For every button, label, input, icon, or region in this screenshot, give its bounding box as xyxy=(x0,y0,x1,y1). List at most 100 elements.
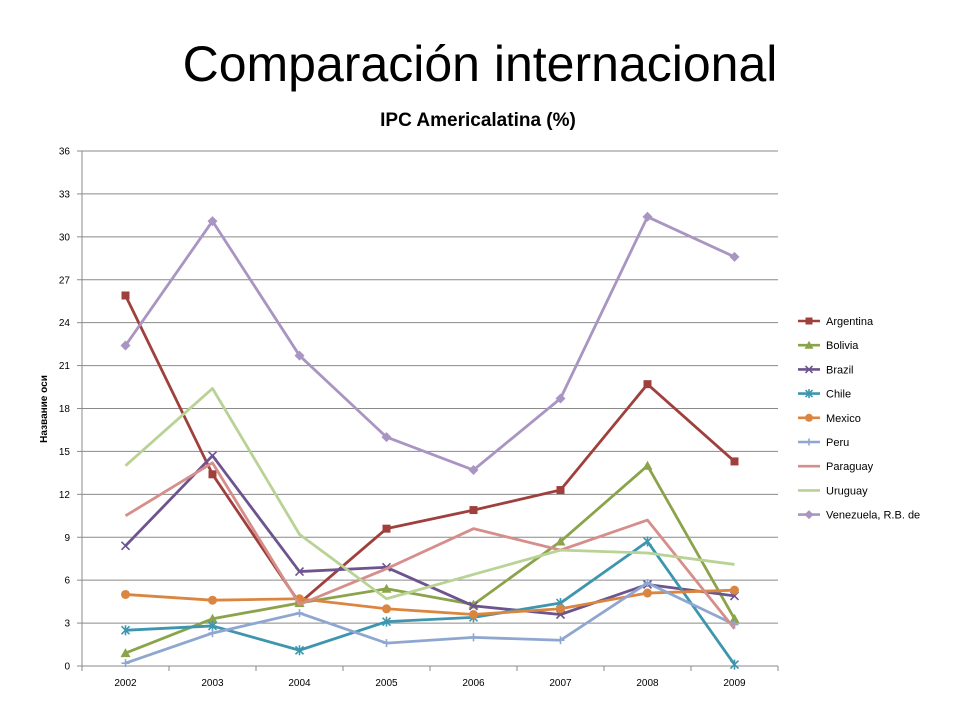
y-tick-label: 27 xyxy=(59,275,71,286)
y-tick-label: 30 xyxy=(59,232,71,243)
y-tick-label: 21 xyxy=(59,361,71,372)
data-point xyxy=(804,340,814,349)
x-tick-label: 2009 xyxy=(723,678,746,689)
slide-title: Comparación internacional xyxy=(182,36,778,92)
legend-label: Peru xyxy=(826,437,849,449)
data-point xyxy=(121,659,130,668)
data-point xyxy=(643,579,652,588)
legend-item: Bolivia xyxy=(798,340,859,352)
data-point xyxy=(121,589,130,599)
y-tick-label: 0 xyxy=(64,662,70,673)
x-tick-label: 2002 xyxy=(114,678,137,689)
series-argentina xyxy=(121,291,739,608)
data-point xyxy=(294,645,305,656)
y-tick-label: 18 xyxy=(59,404,71,415)
data-point xyxy=(729,613,740,623)
series-paraguay xyxy=(124,461,736,630)
data-point xyxy=(208,629,217,638)
data-point xyxy=(207,613,218,623)
data-point xyxy=(120,541,131,551)
data-point xyxy=(294,350,305,361)
legend-label: Venezuela, R.B. de xyxy=(826,510,920,522)
y-axis-label: Название оси xyxy=(39,375,50,443)
legend-item: Uruguay xyxy=(798,485,868,497)
legend-label: Bolivia xyxy=(826,340,859,352)
data-point xyxy=(468,601,479,611)
data-point xyxy=(120,340,131,351)
legend-label: Paraguay xyxy=(826,461,874,473)
x-tick-labels: 2002 2003 2004 2005 2006 2007 2008 2009 xyxy=(114,678,746,689)
data-point xyxy=(805,317,813,325)
legend-label: Mexico xyxy=(826,413,861,425)
series-line xyxy=(125,588,735,616)
series-peru xyxy=(121,579,739,668)
series-lines xyxy=(120,211,740,670)
legend-item: Paraguay xyxy=(798,461,874,473)
series-line xyxy=(124,215,736,472)
data-point xyxy=(381,432,392,443)
x-tick-label: 2004 xyxy=(288,678,311,689)
data-point xyxy=(804,389,814,399)
data-point xyxy=(556,604,565,614)
data-point xyxy=(381,616,392,627)
data-point xyxy=(208,595,217,605)
y-tick-label: 3 xyxy=(64,619,70,630)
data-point xyxy=(382,639,391,648)
data-point xyxy=(730,585,739,595)
series-line xyxy=(124,464,736,655)
data-point xyxy=(643,380,652,389)
series-line xyxy=(125,581,736,665)
x-tick-label: 2005 xyxy=(375,678,398,689)
axes xyxy=(77,150,779,671)
data-point xyxy=(642,211,653,222)
y-tick-label: 12 xyxy=(59,490,71,501)
legend-label: Chile xyxy=(826,389,851,401)
data-point xyxy=(556,486,565,495)
data-point xyxy=(121,291,130,300)
y-tick-label: 24 xyxy=(59,318,71,329)
series-uruguay xyxy=(124,387,735,601)
series-line xyxy=(125,540,736,666)
gridlines xyxy=(82,150,778,624)
data-point xyxy=(207,451,218,461)
data-point xyxy=(120,648,131,658)
legend-item: Venezuela, R.B. de xyxy=(798,510,920,522)
series-line xyxy=(124,294,736,605)
legend-label: Argentina xyxy=(826,316,874,328)
data-point xyxy=(382,604,391,614)
legend-item: Chile xyxy=(798,389,851,401)
data-point xyxy=(805,438,813,446)
y-tick-label: 9 xyxy=(64,533,70,544)
data-point xyxy=(729,251,740,262)
y-tick-label: 33 xyxy=(59,189,71,200)
legend-item: Brazil xyxy=(798,364,854,376)
legend-item: Argentina xyxy=(798,316,874,328)
series-line xyxy=(124,387,735,601)
series-venezuela-r-b-de xyxy=(120,211,740,476)
x-tick-label: 2006 xyxy=(462,678,485,689)
series-line xyxy=(124,461,736,630)
data-point xyxy=(207,216,218,227)
data-point xyxy=(469,610,478,619)
data-point xyxy=(643,588,652,598)
data-point xyxy=(642,536,653,547)
y-tick-label: 15 xyxy=(59,447,71,458)
data-point xyxy=(805,413,813,422)
data-point xyxy=(729,659,740,670)
series-mexico xyxy=(121,585,739,619)
data-point xyxy=(468,465,479,476)
data-point xyxy=(381,583,392,593)
legend-item: Mexico xyxy=(798,413,861,425)
data-point xyxy=(208,470,217,479)
legend: Argentina Bolivia Brazil Chile Mexico Peru Par… xyxy=(798,316,920,522)
x-tick-label: 2007 xyxy=(549,678,572,689)
data-point xyxy=(382,524,391,533)
data-point xyxy=(556,636,565,645)
data-point xyxy=(804,510,814,520)
x-tick-label: 2003 xyxy=(201,678,224,689)
data-point xyxy=(730,457,739,466)
data-point xyxy=(469,633,478,642)
y-tick-label: 36 xyxy=(59,147,71,158)
